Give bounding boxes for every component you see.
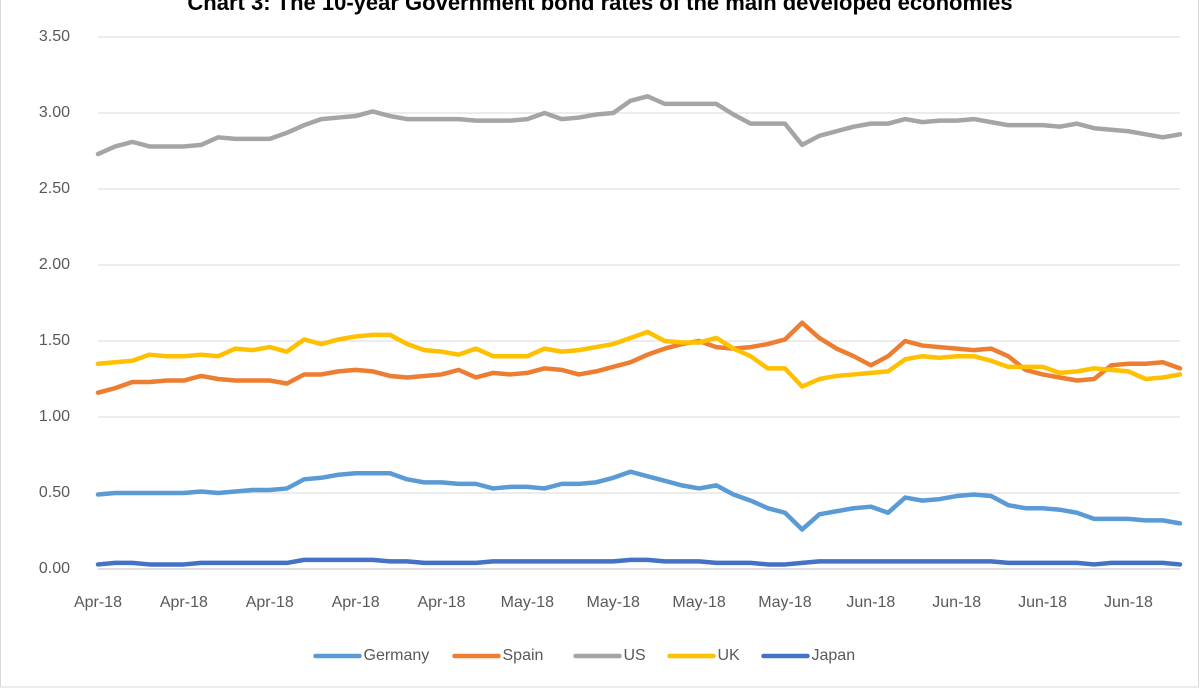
x-tick-label: May-18	[672, 594, 725, 611]
legend-label: Germany	[364, 647, 430, 664]
x-tick-label: Apr-18	[417, 594, 465, 611]
line-series	[95, 329, 1183, 389]
legend-label: UK	[718, 647, 741, 664]
y-tick-label: 3.50	[39, 28, 70, 45]
y-tick-label: 0.00	[39, 560, 70, 577]
x-tick-label: May-18	[587, 594, 640, 611]
y-tick-label: 3.00	[39, 104, 70, 121]
x-tick-label: May-18	[758, 594, 811, 611]
legend-label: Japan	[812, 647, 856, 664]
line-series	[95, 94, 1183, 157]
line-series	[95, 557, 1183, 567]
x-tick-label: Apr-18	[246, 594, 294, 611]
y-tick-label: 1.00	[39, 408, 70, 425]
x-tick-label: Jun-18	[932, 594, 981, 611]
line-series	[95, 320, 1183, 395]
x-tick-label: Jun-18	[1104, 594, 1153, 611]
x-tick-label: Apr-18	[332, 594, 380, 611]
chart-title: Chart 3: The 10-year Government bond rat…	[187, 0, 1012, 15]
x-tick-label: Apr-18	[160, 594, 208, 611]
x-tick-label: Jun-18	[846, 594, 895, 611]
legend-label: Spain	[503, 647, 544, 664]
y-tick-label: 0.50	[39, 484, 70, 501]
x-tick-label: Jun-18	[1018, 594, 1067, 611]
line-series	[95, 469, 1183, 532]
y-tick-label: 2.00	[39, 256, 70, 273]
legend-label: US	[624, 647, 646, 664]
x-tick-label: May-18	[501, 594, 554, 611]
y-tick-label: 2.50	[39, 180, 70, 197]
x-tick-label: Apr-18	[74, 594, 122, 611]
y-tick-label: 1.50	[39, 332, 70, 349]
